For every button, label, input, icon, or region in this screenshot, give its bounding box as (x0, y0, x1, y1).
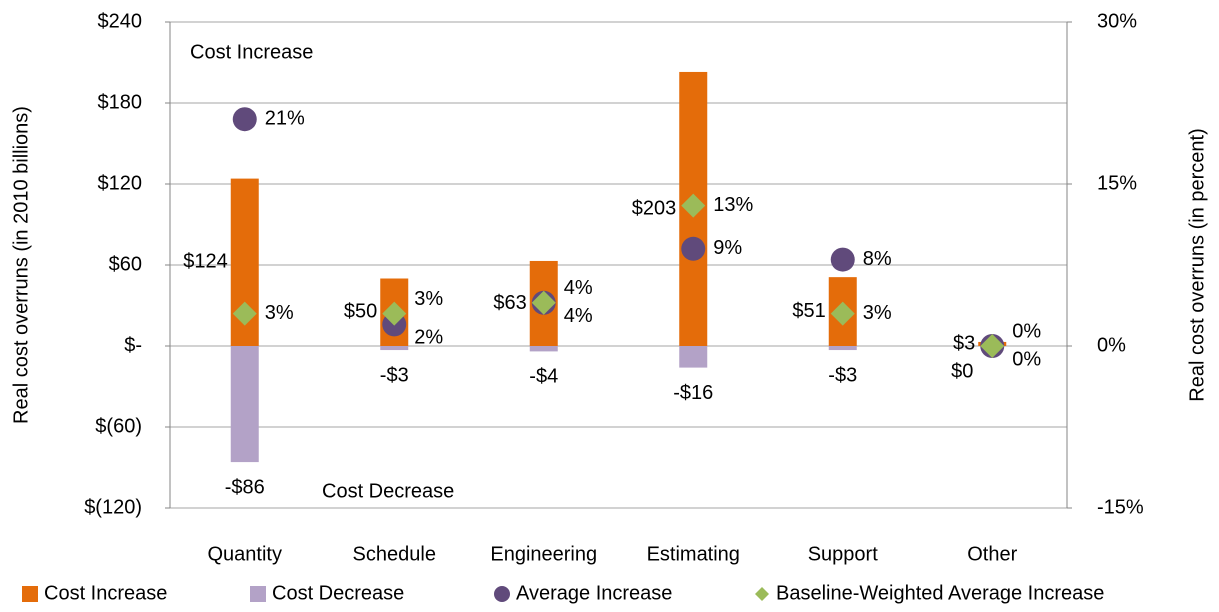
data-label: 3% (265, 302, 294, 324)
bar (230, 346, 259, 463)
y2-tick-label: 15% (1097, 172, 1137, 194)
bar (380, 346, 409, 351)
data-label: 0% (1012, 320, 1041, 342)
y2-tick-label: 0% (1097, 334, 1126, 356)
data-label: 3% (863, 302, 892, 324)
data-label: $0 (951, 360, 973, 382)
marker-diamond (830, 301, 855, 326)
y-tick-label: $180 (98, 91, 143, 113)
data-label: 3% (414, 288, 443, 310)
legend-label: Average Increase (516, 582, 672, 604)
y2-tick-label: 30% (1097, 10, 1137, 32)
legend-label: Baseline-Weighted Average Increase (776, 582, 1104, 604)
marker-diamond (681, 193, 706, 218)
y-axis-label: Real cost overruns (in 2010 billions) (10, 106, 32, 424)
data-label: $63 (493, 292, 526, 314)
data-label: -$3 (828, 364, 857, 386)
annotation: Cost Increase (190, 41, 313, 63)
data-label: $50 (344, 301, 377, 323)
marker-diamond (382, 301, 407, 326)
data-label: -$16 (673, 382, 713, 404)
y2-tick-label: -15% (1097, 496, 1144, 518)
data-label: $3 (953, 332, 975, 354)
legend-swatch (755, 587, 769, 601)
x-tick-label: Schedule (353, 543, 436, 565)
x-tick-label: Engineering (490, 543, 597, 565)
bar (529, 346, 558, 352)
x-tick-label: Other (967, 543, 1017, 565)
bar (679, 346, 708, 368)
y-tick-label: $120 (98, 172, 143, 194)
marker-circle (232, 107, 257, 132)
bar (828, 346, 857, 351)
data-label: -$4 (529, 366, 558, 388)
data-label: -$86 (225, 476, 265, 498)
marker-circle (830, 247, 855, 272)
x-tick-label: Quantity (208, 543, 282, 565)
data-label: $124 (183, 251, 228, 273)
x-tick-label: Estimating (647, 543, 740, 565)
y-tick-label: $60 (109, 253, 142, 275)
data-label: 4% (564, 305, 593, 327)
legend-label: Cost Increase (44, 582, 167, 604)
data-label: 0% (1012, 348, 1041, 370)
data-label: $51 (792, 300, 825, 322)
y-tick-label: $(60) (95, 415, 142, 437)
legend-swatch (494, 586, 510, 602)
x-tick-label: Support (808, 543, 878, 565)
marker-circle (681, 236, 706, 261)
marker-diamond (980, 334, 1005, 358)
marker-diamond (531, 290, 556, 315)
y-tick-label: $(120) (84, 496, 142, 518)
y-tick-label: $- (124, 334, 142, 356)
legend-swatch (22, 586, 38, 602)
data-label: 9% (713, 237, 742, 259)
data-label: $203 (632, 197, 677, 219)
y2-axis-label: Real cost overruns (in percent) (1186, 128, 1208, 401)
data-label: 21% (265, 107, 305, 129)
y-tick-label: $240 (98, 10, 143, 32)
marker-diamond (232, 301, 257, 326)
data-label: 8% (863, 248, 892, 270)
legend-swatch (250, 586, 266, 602)
data-label: 13% (713, 194, 753, 216)
data-label: 4% (564, 277, 593, 299)
data-label: 2% (414, 327, 443, 349)
annotation: Cost Decrease (322, 480, 454, 502)
legend-label: Cost Decrease (272, 582, 404, 604)
data-label: -$3 (380, 364, 409, 386)
